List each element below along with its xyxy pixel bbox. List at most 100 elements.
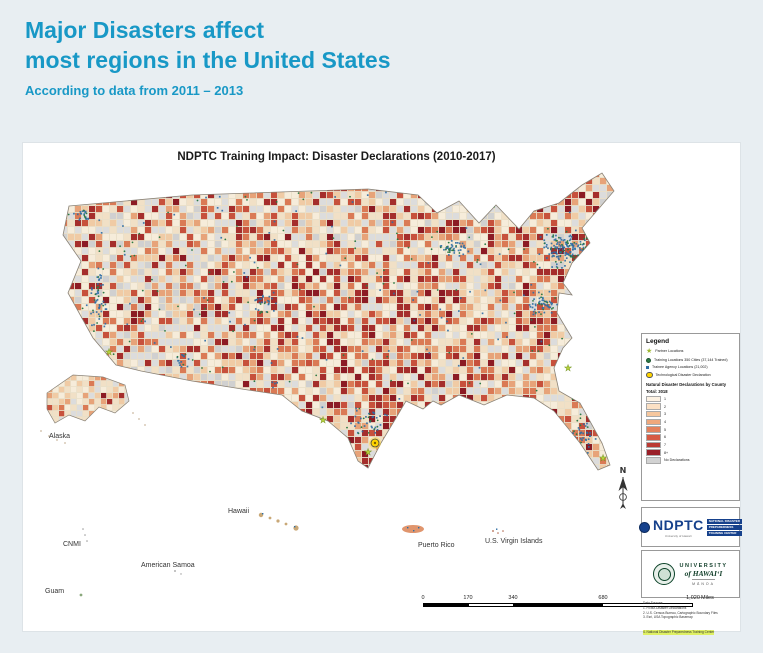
page-header: Major Disasters affect most regions in t… xyxy=(25,16,391,98)
map-title: NDPTC Training Impact: Disaster Declarat… xyxy=(177,151,496,163)
uh-line-1: UNIVERSITY xyxy=(679,562,728,569)
source-line-highlighted: 4. National Disaster Preparedness Traini… xyxy=(643,630,715,635)
legend-ramp-swatch xyxy=(646,426,661,433)
label-hawaii: Hawaii xyxy=(228,508,250,515)
map-legend: Legend ★ Partner Locations Training Loca… xyxy=(641,333,740,501)
legend-ramp-row: 6 xyxy=(646,434,735,441)
scale-tick: 340 xyxy=(508,595,518,601)
uh-seal-icon xyxy=(653,563,676,585)
green-dot-icon xyxy=(646,357,651,363)
page-title-line-2: most regions in the United States xyxy=(25,46,391,73)
star-icon: ★ xyxy=(646,348,653,355)
blue-square-icon xyxy=(646,365,649,369)
legend-item-label: Technological Disaster Declaration xyxy=(655,372,711,377)
legend-no-data-label: No Declarations xyxy=(664,458,690,463)
technological-disaster-marker xyxy=(369,437,381,449)
ndptc-wordmark-line: TRAINING CENTER xyxy=(706,530,742,536)
legend-ramp-row: 8+ xyxy=(646,449,735,456)
legend-item-label: Partner Locations xyxy=(655,349,684,354)
puerto-rico-trainee-dots xyxy=(407,527,420,532)
svg-text:★: ★ xyxy=(105,348,113,358)
source-line: 3. Esri, USA Topographic Basemap xyxy=(643,615,693,620)
legend-ramp-label: 7 xyxy=(664,442,666,447)
ndptc-wordmark-line: NATIONAL DISASTER xyxy=(706,518,742,524)
legend-ramp-label: 2 xyxy=(664,404,666,409)
legend-no-data-swatch xyxy=(646,457,661,464)
legend-ramp-swatch xyxy=(646,434,661,441)
uh-line-3: MĀNOA xyxy=(692,579,715,586)
ndptc-subtext: University of Hawai‘i xyxy=(664,533,692,538)
legend-ramp-label: 4 xyxy=(664,419,666,424)
legend-ramp-swatch xyxy=(646,418,661,426)
legend-ramp-swatch xyxy=(646,410,661,418)
label-virgin-islands: U.S. Virgin Islands xyxy=(485,538,543,545)
uh-line-2: of HAWAI‘I xyxy=(684,568,723,578)
svg-text:★: ★ xyxy=(319,416,327,426)
legend-no-data-row: No Declarations xyxy=(646,457,735,464)
puerto-rico-shape xyxy=(402,525,424,533)
svg-text:★: ★ xyxy=(599,454,607,464)
scale-bar-ticks: 0 170 340 680 1,020 xyxy=(421,595,699,601)
hawaii-trainee-dots xyxy=(262,513,296,528)
scale-tick: 1,020 xyxy=(686,595,700,601)
scale-tick: 680 xyxy=(598,595,608,601)
legend-ramp-row: 5 xyxy=(646,426,735,433)
aleutian-islands xyxy=(40,412,146,444)
legend-item-label: Trainee Agency Locations (21,002) xyxy=(652,365,708,369)
label-cnmi: CNMI xyxy=(63,541,81,548)
legend-ramp-row: 1 xyxy=(646,395,735,403)
scale-bar: 0 170 340 680 1,020 Miles xyxy=(421,595,733,611)
legend-ramp-label: 3 xyxy=(664,412,666,417)
guam-island xyxy=(79,593,83,597)
legend-item-technological: Technological Disaster Declaration xyxy=(646,371,735,379)
label-american-samoa: American Samoa xyxy=(141,562,195,569)
legend-ramp-row: 7 xyxy=(646,441,735,449)
ndptc-wordmark-line: PREPAREDNESS xyxy=(706,524,742,530)
map-card: ★ ★ ★ ★ ★ N NDPTC Training Impact: Disaster … xyxy=(22,142,742,635)
american-samoa-islands xyxy=(174,570,182,575)
legend-ramp-swatch xyxy=(646,395,661,403)
ndptc-logo: NDPTC University of Hawai‘i NATIONAL DIS… xyxy=(639,507,742,547)
legend-ramp-row: 4 xyxy=(646,418,735,426)
north-arrow-label: N xyxy=(620,466,627,475)
ndptc-wordmark: NATIONAL DISASTER PREPAREDNESS TRAINING … xyxy=(706,518,742,536)
legend-item-partner: ★ Partner Locations xyxy=(646,348,735,355)
label-alaska: Alaska xyxy=(49,433,71,440)
legend-item-trainee: Trainee Agency Locations (21,002) xyxy=(646,365,735,369)
label-puerto-rico: Puerto Rico xyxy=(418,542,455,549)
source-line: Data Sources: xyxy=(643,601,664,605)
legend-ramp-row: 3 xyxy=(646,410,735,418)
cnmi-islands xyxy=(82,528,88,542)
legend-item-label: Training Locations 350 Cities (37,144 Tr… xyxy=(654,357,728,362)
legend-ramp-swatch xyxy=(646,403,661,410)
svg-text:★: ★ xyxy=(364,448,372,458)
virgin-islands-trainee-dot xyxy=(496,528,498,530)
legend-ramp-label: 1 xyxy=(664,396,666,401)
virgin-islands-shape xyxy=(492,530,504,534)
legend-ramp-title: Natural Disaster Declarations by County xyxy=(646,382,727,388)
legend-ramp-swatch xyxy=(646,449,661,456)
us-disaster-map: ★ ★ ★ ★ ★ N xyxy=(40,172,628,597)
legend-ramp-swatch xyxy=(646,441,661,449)
north-arrow: N xyxy=(618,466,628,509)
legend-ramp-label: 8+ xyxy=(664,450,669,455)
legend-ramp-label: 5 xyxy=(664,427,666,432)
legend-title: Legend xyxy=(646,338,670,345)
alaska-outline xyxy=(46,374,130,424)
legend-ramp-row: 2 xyxy=(646,403,735,410)
university-of-hawaii-logo: UNIVERSITY of HAWAI‘I MĀNOA xyxy=(641,550,740,598)
hawaii-islands xyxy=(258,512,299,531)
page-title-line-1: Major Disasters affect xyxy=(25,17,265,43)
ndptc-acronym: NDPTC xyxy=(653,516,704,533)
scale-tick: 170 xyxy=(463,595,473,601)
legend-ramp-total: Total: 3018 xyxy=(646,388,668,394)
scale-tick: 0 xyxy=(421,595,425,601)
legend-item-training: Training Locations 350 Cities (37,144 Tr… xyxy=(646,357,735,363)
map-sources: Data Sources: 1. FEMA Disaster Declarati… xyxy=(643,601,739,638)
us-mainland-outline xyxy=(62,172,615,471)
page-subtitle: According to data from 2011 – 2013 xyxy=(25,82,244,98)
scale-bar-unit: Miles xyxy=(701,595,714,601)
yellow-dot-icon xyxy=(646,371,653,379)
label-guam: Guam xyxy=(45,588,65,595)
